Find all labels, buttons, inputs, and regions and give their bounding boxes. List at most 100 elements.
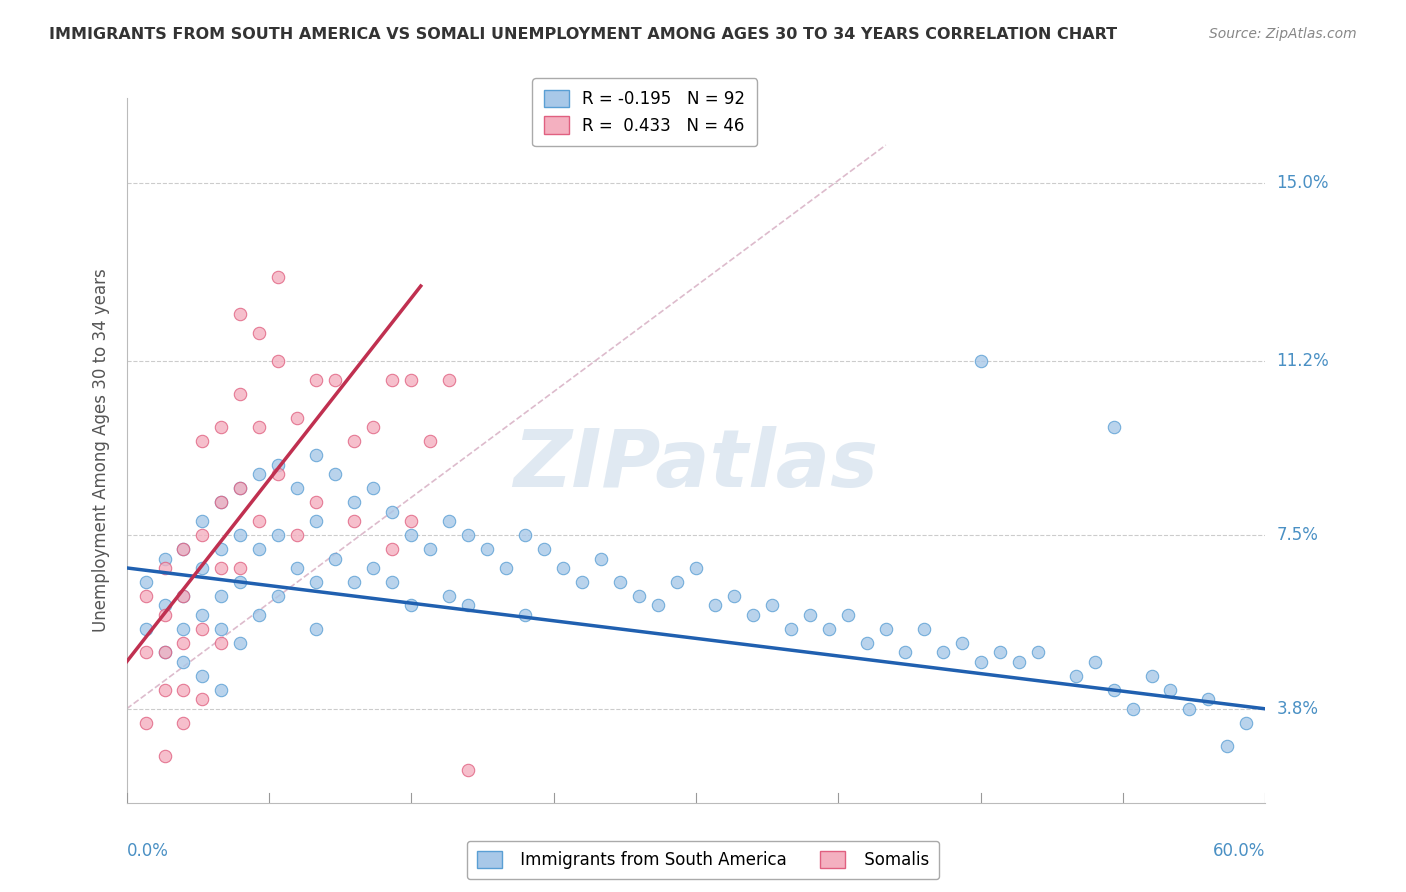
Point bbox=[495, 561, 517, 575]
Point bbox=[457, 763, 479, 777]
Point bbox=[191, 514, 214, 528]
Point bbox=[1102, 683, 1125, 698]
Point bbox=[553, 561, 575, 575]
Point bbox=[950, 636, 973, 650]
Point bbox=[211, 636, 233, 650]
Point bbox=[591, 551, 613, 566]
Point bbox=[932, 645, 955, 659]
Text: 11.2%: 11.2% bbox=[1277, 352, 1329, 370]
Point bbox=[172, 655, 194, 669]
Text: 3.8%: 3.8% bbox=[1277, 700, 1319, 718]
Legend: R = -0.195   N = 92, R =  0.433   N = 46: R = -0.195 N = 92, R = 0.433 N = 46 bbox=[533, 78, 756, 146]
Point bbox=[229, 481, 252, 495]
Point bbox=[153, 748, 176, 763]
Text: IMMIGRANTS FROM SOUTH AMERICA VS SOMALI UNEMPLOYMENT AMONG AGES 30 TO 34 YEARS C: IMMIGRANTS FROM SOUTH AMERICA VS SOMALI … bbox=[49, 27, 1118, 42]
Point bbox=[912, 622, 935, 636]
Point bbox=[1102, 420, 1125, 434]
Point bbox=[305, 622, 328, 636]
Point bbox=[191, 528, 214, 542]
Point bbox=[401, 514, 423, 528]
Point bbox=[343, 574, 366, 589]
Point bbox=[571, 574, 593, 589]
Point bbox=[172, 589, 194, 603]
Point bbox=[249, 326, 271, 340]
Point bbox=[457, 599, 479, 613]
Text: ZIPatlas: ZIPatlas bbox=[513, 425, 879, 504]
Point bbox=[191, 434, 214, 448]
Point bbox=[267, 528, 290, 542]
Point bbox=[305, 373, 328, 387]
Point bbox=[1198, 692, 1220, 706]
Point bbox=[172, 542, 194, 557]
Point bbox=[135, 574, 156, 589]
Point bbox=[875, 622, 897, 636]
Point bbox=[305, 514, 328, 528]
Point bbox=[666, 574, 689, 589]
Point bbox=[381, 542, 404, 557]
Point bbox=[401, 528, 423, 542]
Point bbox=[211, 542, 233, 557]
Point bbox=[287, 410, 309, 425]
Point bbox=[229, 387, 252, 401]
Point bbox=[894, 645, 917, 659]
Point bbox=[287, 481, 309, 495]
Point bbox=[153, 683, 176, 698]
Point bbox=[153, 599, 176, 613]
Legend:  Immigrants from South America,  Somalis: Immigrants from South America, Somalis bbox=[467, 841, 939, 880]
Point bbox=[1122, 702, 1144, 716]
Point bbox=[439, 589, 461, 603]
Point bbox=[818, 622, 841, 636]
Point bbox=[628, 589, 651, 603]
Point bbox=[229, 574, 252, 589]
Point bbox=[153, 561, 176, 575]
Point bbox=[970, 354, 993, 368]
Point bbox=[1236, 715, 1258, 730]
Point bbox=[799, 607, 821, 622]
Point bbox=[515, 607, 537, 622]
Point bbox=[172, 683, 194, 698]
Point bbox=[401, 599, 423, 613]
Point bbox=[363, 420, 385, 434]
Point bbox=[211, 495, 233, 509]
Point bbox=[135, 645, 156, 659]
Point bbox=[419, 434, 441, 448]
Point bbox=[267, 354, 290, 368]
Text: Source: ZipAtlas.com: Source: ZipAtlas.com bbox=[1209, 27, 1357, 41]
Point bbox=[305, 495, 328, 509]
Point bbox=[742, 607, 765, 622]
Point bbox=[191, 561, 214, 575]
Text: 0.0%: 0.0% bbox=[127, 842, 169, 860]
Point bbox=[191, 607, 214, 622]
Point bbox=[191, 692, 214, 706]
Point bbox=[363, 481, 385, 495]
Point bbox=[761, 599, 783, 613]
Point bbox=[229, 307, 252, 321]
Point bbox=[229, 528, 252, 542]
Point bbox=[1216, 739, 1239, 754]
Point bbox=[211, 589, 233, 603]
Point bbox=[153, 645, 176, 659]
Point bbox=[515, 528, 537, 542]
Point bbox=[249, 607, 271, 622]
Point bbox=[1084, 655, 1107, 669]
Point bbox=[381, 373, 404, 387]
Point bbox=[211, 495, 233, 509]
Point bbox=[153, 645, 176, 659]
Point bbox=[1160, 683, 1182, 698]
Point bbox=[723, 589, 745, 603]
Point bbox=[249, 514, 271, 528]
Point bbox=[153, 607, 176, 622]
Text: 7.5%: 7.5% bbox=[1277, 526, 1319, 544]
Point bbox=[439, 514, 461, 528]
Point bbox=[970, 655, 993, 669]
Point bbox=[211, 622, 233, 636]
Y-axis label: Unemployment Among Ages 30 to 34 years: Unemployment Among Ages 30 to 34 years bbox=[91, 268, 110, 632]
Point bbox=[172, 542, 194, 557]
Point bbox=[267, 589, 290, 603]
Point bbox=[533, 542, 555, 557]
Point bbox=[229, 561, 252, 575]
Point bbox=[343, 514, 366, 528]
Point bbox=[381, 574, 404, 589]
Point bbox=[343, 495, 366, 509]
Text: 15.0%: 15.0% bbox=[1277, 174, 1329, 192]
